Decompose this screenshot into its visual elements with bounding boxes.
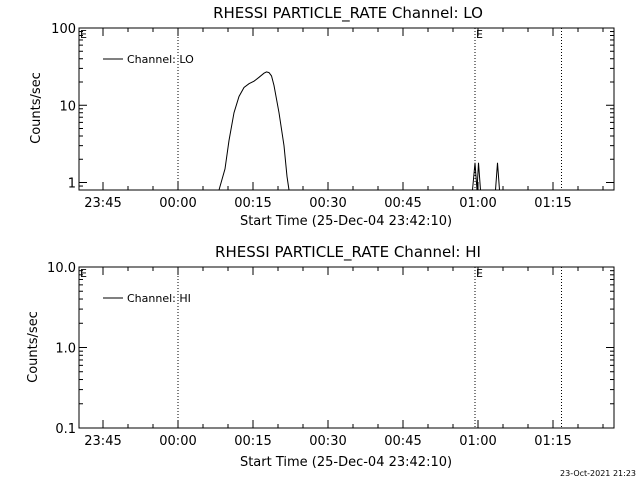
hi-event-marker: E — [476, 267, 483, 280]
hi-y-tick-label: 1.0 — [55, 342, 76, 357]
hi-legend-entry: Channel: HI — [127, 292, 191, 305]
hi-legend: Channel: HI — [103, 292, 191, 305]
lo-y-tick-label: 1 — [68, 177, 76, 192]
hi-x-tick-label: 00:45 — [384, 434, 421, 449]
lo-x-axis-label: Start Time (25-Dec-04 23:42:10) — [240, 214, 452, 229]
lo-event-marker: E — [476, 28, 483, 41]
lo-series-line — [218, 71, 290, 191]
lo-y-tick-label: 100 — [51, 22, 76, 37]
lo-x-tick-label: 01:00 — [459, 196, 496, 211]
lo-legend-entry: Channel: LO — [127, 53, 194, 66]
hi-x-axis-label: Start Time (25-Dec-04 23:42:10) — [240, 455, 452, 470]
lo-y-tick-label: 10 — [59, 99, 76, 114]
lo-series-line — [495, 162, 500, 191]
hi-y-tick-label: 10.0 — [47, 261, 76, 276]
lo-x-tick-label: 23:45 — [84, 196, 121, 211]
lo-legend: Channel: LO — [103, 53, 194, 66]
hi-x-tick-label: 01:15 — [534, 434, 571, 449]
lo-x-tick-label: 00:30 — [309, 196, 346, 211]
hi-x-tick-label: 00:00 — [159, 434, 196, 449]
hi-y-axis-label: Counts/sec — [26, 311, 41, 383]
generation-timestamp: 23-Oct-2021 21:23 — [560, 469, 636, 478]
lo-x-tick-label: 00:00 — [159, 196, 196, 211]
lo-x-tick-label: 00:15 — [234, 196, 271, 211]
hi-chart-title: RHESSI PARTICLE_RATE Channel: HI — [215, 243, 481, 262]
lo-y-axis-label: Counts/sec — [29, 72, 44, 144]
hi-x-tick-label: 01:00 — [459, 434, 496, 449]
hi-y-tick-label: 0.1 — [55, 422, 76, 437]
hi-x-tick-label: 00:30 — [309, 434, 346, 449]
lo-channel-panel: RHESSI PARTICLE_RATE Channel: LO Counts/… — [29, 4, 615, 229]
hi-event-marker: E — [80, 267, 87, 280]
lo-event-marker: E — [80, 28, 87, 41]
lo-x-tick-label: 01:15 — [534, 196, 571, 211]
hi-channel-panel: RHESSI PARTICLE_RATE Channel: HI Counts/… — [26, 243, 615, 470]
hi-x-tick-label: 23:45 — [84, 434, 121, 449]
hi-x-tick-label: 00:15 — [234, 434, 271, 449]
lo-series-line — [472, 162, 481, 191]
lo-chart-title: RHESSI PARTICLE_RATE Channel: LO — [213, 4, 483, 23]
lo-x-tick-label: 00:45 — [384, 196, 421, 211]
